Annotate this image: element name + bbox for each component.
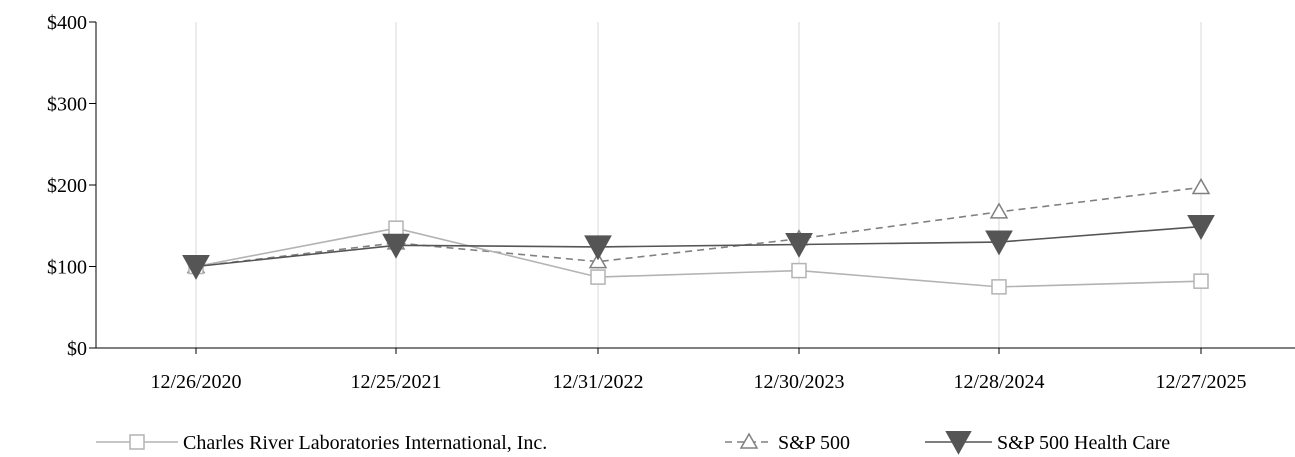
series-line	[195, 225, 1202, 268]
series-marker	[584, 235, 612, 261]
series-marker	[382, 233, 410, 259]
series-marker	[590, 269, 606, 285]
legend-item-2: S&P 500 Health Care	[925, 431, 1170, 455]
series-1	[186, 177, 1211, 274]
series-marker	[791, 262, 807, 279]
legend-label: Charles River Laboratories International…	[183, 432, 547, 454]
legend-label: S&P 500	[778, 432, 850, 454]
x-tick-label: 12/27/2025	[1155, 371, 1246, 393]
x-axis-ticks: 12/26/2020 12/25/2021 12/31/2022 12/30/2023…	[150, 348, 1247, 393]
y-tick-label: $300	[47, 94, 87, 116]
legend-label: S&P 500 Health Care	[997, 432, 1170, 454]
y-tick-label: $200	[47, 175, 87, 197]
series-marker	[945, 431, 972, 455]
y-tick-label: $0	[67, 338, 87, 360]
series-marker	[129, 434, 145, 450]
series-marker	[985, 230, 1013, 256]
legend-item-0: Charles River Laboratories International…	[96, 432, 547, 454]
series-marker	[785, 232, 813, 258]
series-marker	[991, 279, 1007, 295]
series-2	[182, 215, 1215, 280]
series-group	[182, 177, 1215, 295]
legend-item-1: S&P 500	[725, 432, 850, 454]
legend: Charles River Laboratories International…	[96, 431, 1170, 455]
y-axis-ticks: $0 $100 $200 $300 $400	[47, 12, 96, 360]
x-tick-label: 12/26/2020	[150, 371, 241, 393]
x-tick-label: 12/31/2022	[552, 371, 643, 393]
series-marker	[1193, 273, 1209, 289]
series-marker	[989, 202, 1009, 219]
series-0	[188, 220, 1209, 295]
y-tick-label: $400	[47, 12, 87, 34]
series-marker	[739, 432, 759, 449]
y-tick-label: $100	[47, 257, 87, 279]
axes	[95, 22, 1295, 349]
x-tick-label: 12/25/2021	[350, 371, 441, 393]
series-marker	[388, 220, 404, 236]
gridlines	[195, 22, 1202, 348]
x-tick-label: 12/30/2023	[753, 371, 844, 393]
x-tick-label: 12/28/2024	[953, 371, 1044, 393]
series-line	[195, 186, 1202, 268]
series-marker	[588, 252, 608, 269]
series-marker	[1187, 215, 1215, 240]
series-marker	[1191, 177, 1211, 195]
series-marker	[182, 254, 210, 280]
series-line	[195, 227, 1202, 288]
